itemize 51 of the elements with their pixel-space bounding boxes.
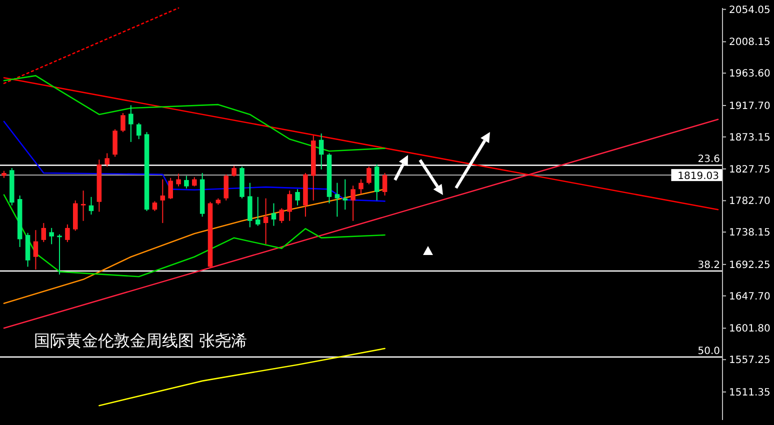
candlestick: [65, 224, 70, 243]
candlestick: [192, 176, 197, 187]
candlestick: [80, 190, 86, 222]
candlestick: [350, 185, 356, 222]
candlestick: [271, 202, 276, 226]
y-tick-label: 1917.70: [729, 101, 770, 112]
candlestick: [358, 178, 364, 195]
y-tick-label: 1511.35: [729, 387, 770, 398]
candlestick: [342, 178, 348, 210]
candlestick: [88, 196, 94, 216]
y-tick-label: 1738.15: [729, 228, 770, 239]
y-tick-label: 1963.60: [729, 68, 770, 80]
candlestick: [41, 222, 46, 243]
candlestick: [49, 227, 54, 245]
candlestick: [224, 174, 228, 201]
annotation: 50.0: [698, 346, 720, 357]
y-tick-label: 2008.15: [729, 37, 770, 48]
candlestick: [128, 104, 134, 142]
y-tick-label: 1873.15: [729, 132, 770, 144]
candlestick: [152, 200, 158, 212]
candlestick: [33, 230, 38, 270]
annotation: 23.6: [698, 154, 720, 166]
y-tick-label: 1782.70: [729, 196, 770, 208]
y-tick-label: 1557.25: [729, 355, 770, 366]
candlestick: [176, 173, 181, 187]
candlestick: [112, 128, 118, 158]
candlestick: [160, 178, 166, 224]
annotation: 国际黄金伦敦金周线图 张尧浠: [34, 331, 248, 350]
candlestick: [287, 190, 292, 222]
candlestick: [57, 234, 62, 275]
candlestick: [255, 196, 260, 226]
annotation: 38.2: [698, 260, 720, 271]
candlestick: [184, 175, 189, 189]
y-tick-label: 1601.80: [729, 324, 770, 335]
y-tick-label: 1827.75: [729, 164, 770, 176]
candlestick: [232, 165, 236, 177]
candlestick: [279, 208, 284, 224]
candlestick: [366, 166, 372, 185]
candlestick: [318, 132, 324, 170]
candlestick: [263, 198, 268, 245]
candlestick: [382, 172, 388, 196]
y-tick-label: 1692.25: [729, 260, 770, 271]
ref-line-label: 1819.03: [678, 171, 719, 182]
candlestick: [168, 177, 173, 200]
candlestick: [334, 182, 340, 218]
candlestick: [120, 112, 126, 133]
candlestick: [295, 188, 300, 206]
candlestick: [104, 152, 110, 168]
y-tick-label: 1647.70: [729, 291, 770, 302]
candlestick: [136, 122, 142, 140]
y-tick-label: 2054.05: [729, 4, 770, 16]
